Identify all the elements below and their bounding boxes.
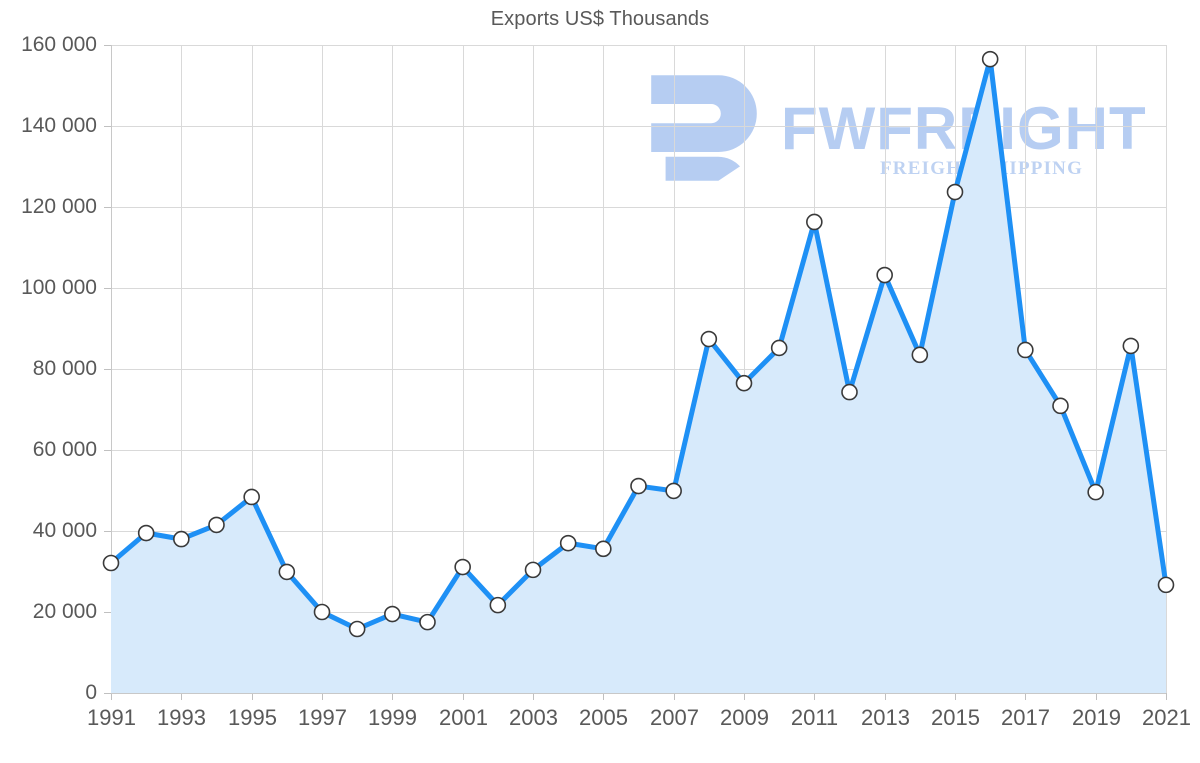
data-point-marker — [981, 50, 999, 68]
data-point-marker — [208, 516, 225, 534]
data-point-marker — [1157, 576, 1175, 594]
data-point-marker — [911, 346, 929, 364]
data-point-marker — [384, 605, 401, 623]
series-area-path — [111, 59, 1166, 694]
data-point-marker — [454, 558, 471, 576]
x-tick-label: 2009 — [720, 705, 769, 730]
x-axis-tick-labels: 1991 1993 1995 1997 1999 2001 2003 2005 2007 2009… — [87, 705, 1191, 730]
data-point-marker — [1122, 337, 1140, 355]
x-tick-label: 2019 — [1072, 705, 1121, 730]
data-point-marker — [700, 330, 718, 348]
y-tick-label: 120 000 — [21, 195, 97, 218]
data-point-marker — [806, 213, 823, 231]
data-point-marker — [1052, 397, 1069, 415]
series-area-fill — [111, 59, 1166, 694]
data-point-marker — [841, 383, 858, 401]
x-tick-label: 2017 — [1001, 705, 1050, 730]
data-point-marker — [489, 596, 507, 614]
y-tick-label: 160 000 — [21, 33, 97, 56]
x-tick-label: 2015 — [931, 705, 980, 730]
data-point-marker — [946, 183, 964, 201]
data-point-marker — [1087, 483, 1104, 501]
data-point-marker — [524, 561, 542, 579]
data-point-marker — [630, 477, 647, 495]
data-point-marker — [348, 620, 366, 638]
data-point-marker — [173, 530, 190, 548]
chart-title: Exports US$ Thousands — [490, 8, 710, 30]
data-point-marker — [243, 488, 260, 506]
x-tick-label: 1999 — [368, 705, 417, 730]
y-tick-label: 40 000 — [33, 519, 97, 542]
data-point-marker — [1017, 341, 1034, 359]
x-tick-label: 1995 — [228, 705, 277, 730]
x-tick-label: 2001 — [439, 705, 488, 730]
x-tick-label: 2011 — [791, 705, 838, 730]
x-tick-label: 1991 — [87, 705, 136, 730]
data-point-marker — [419, 613, 436, 631]
y-axis-tick-labels: 0 20 000 40 000 60 000 80 000 100 000 120 000 1… — [21, 33, 97, 704]
y-tick-label: 0 — [85, 681, 97, 704]
x-tick-label: 2005 — [579, 705, 628, 730]
x-tick-label: 1993 — [157, 705, 206, 730]
data-point-marker — [595, 540, 612, 558]
x-tick-label: 2003 — [509, 705, 558, 730]
y-tick-label: 60 000 — [33, 438, 97, 461]
data-point-marker — [770, 339, 788, 357]
data-point-marker — [665, 482, 682, 500]
data-point-marker — [137, 524, 155, 542]
data-point-marker — [735, 374, 753, 392]
x-tick-label: 2007 — [650, 705, 699, 730]
data-point-marker — [559, 534, 577, 552]
y-tick-label: 100 000 — [21, 276, 97, 299]
x-tick-label: 2021 — [1142, 705, 1191, 730]
y-tick-label: 80 000 — [33, 357, 97, 380]
y-tick-label: 140 000 — [21, 114, 97, 137]
data-point-marker — [313, 603, 331, 621]
data-point-marker — [876, 266, 893, 284]
y-tick-label: 20 000 — [33, 600, 97, 623]
x-tick-label: 1997 — [298, 705, 347, 730]
data-point-marker — [278, 563, 296, 581]
x-tick-label: 2013 — [861, 705, 910, 730]
series-markers — [102, 50, 1175, 638]
data-point-marker — [102, 554, 120, 572]
